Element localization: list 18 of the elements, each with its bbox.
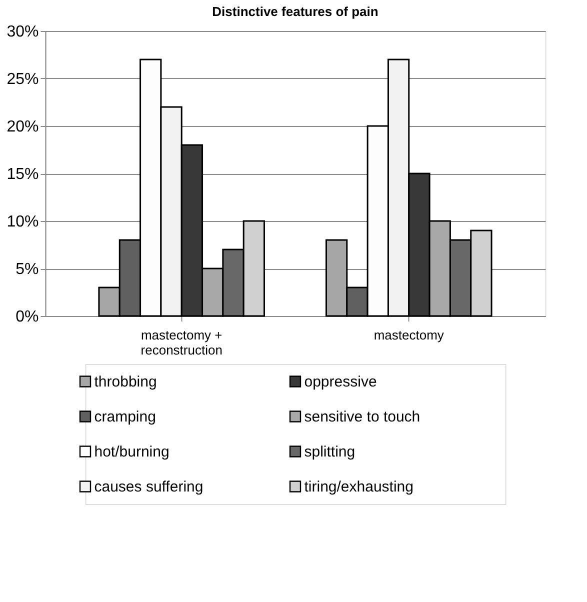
y-tick-label: 10% — [6, 214, 39, 230]
legend-label: tiring/exhausting — [304, 478, 414, 496]
legend-label: throbbing — [94, 374, 157, 390]
legend-label: hot/burning — [94, 444, 170, 460]
y-tick-label: 15% — [6, 166, 39, 183]
x-tick-label: mastectomy — [374, 328, 444, 342]
y-tick-label: 30% — [6, 24, 39, 40]
legend-label: cramping — [94, 408, 156, 426]
y-tick-label: 25% — [6, 71, 39, 88]
y-tick-label: 0% — [16, 308, 39, 326]
legend-label: sensitive to touch — [304, 408, 420, 426]
x-tick-label: mastectomy + reconstruction — [140, 328, 222, 358]
chart-title: Distinctive features of pain — [212, 4, 378, 19]
y-tick-label: 5% — [16, 261, 39, 278]
legend-label: splitting — [304, 444, 356, 460]
legend-label: oppressive — [304, 374, 377, 390]
y-tick-label: 20% — [6, 118, 39, 136]
legend-label: causes suffering — [94, 478, 204, 496]
